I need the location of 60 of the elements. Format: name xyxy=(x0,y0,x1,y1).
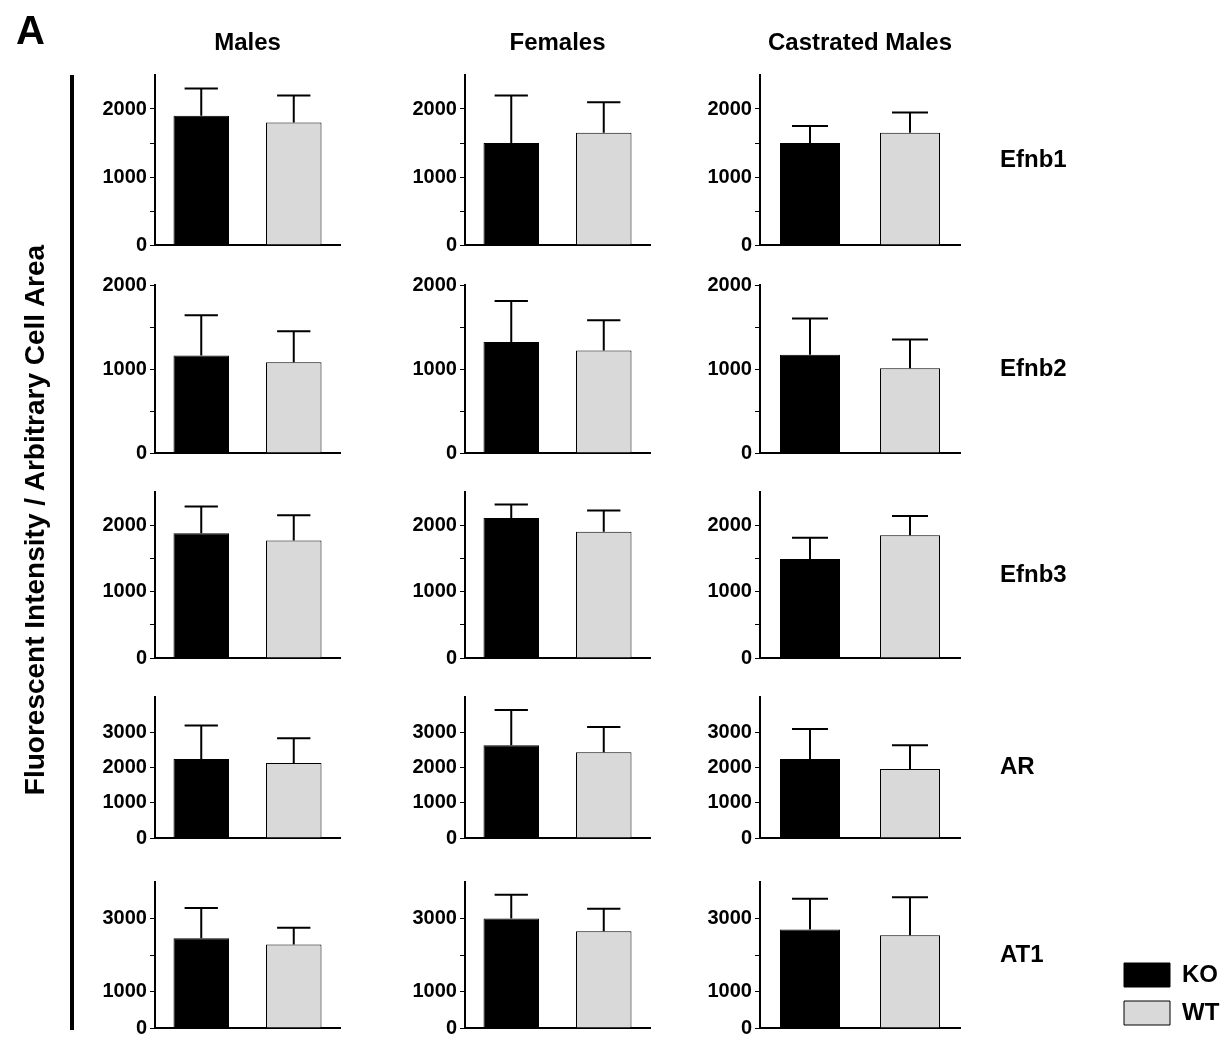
y-tick-label: 2000 xyxy=(707,272,752,295)
y-tick-label: 1000 xyxy=(707,979,752,1002)
y-tick-label: 0 xyxy=(445,232,457,255)
y-tick-label: 3000 xyxy=(412,906,457,929)
chart-title: Females xyxy=(509,28,606,56)
y-tick-label: 1000 xyxy=(412,356,457,379)
text: AT1 xyxy=(1000,939,1044,968)
text: Efnb1 xyxy=(1000,144,1067,173)
y-tick-label: 0 xyxy=(445,440,457,463)
y-tick-label: 2000 xyxy=(707,755,752,778)
y-tick-label: 1000 xyxy=(102,356,147,379)
y-tick-label: 0 xyxy=(135,1015,147,1038)
text: A xyxy=(16,8,45,53)
y-tick-label: 1000 xyxy=(707,356,752,379)
chart-title: Males xyxy=(214,28,281,56)
y-tick-label: 3000 xyxy=(707,906,752,929)
y-tick-label: 1000 xyxy=(707,790,752,813)
y-tick-label: 1000 xyxy=(412,979,457,1002)
y-tick-label: 3000 xyxy=(102,906,147,929)
y-tick-label: 0 xyxy=(445,825,457,848)
y-tick-label: 2000 xyxy=(102,96,147,119)
y-tick-label: 1000 xyxy=(412,579,457,602)
y-tick-label: 2000 xyxy=(412,272,457,295)
y-tick-label: 1000 xyxy=(102,164,147,187)
legend-label: WT xyxy=(1182,997,1220,1025)
y-tick-label: 0 xyxy=(445,645,457,668)
y-tick-label: 3000 xyxy=(412,719,457,742)
y-tick-label: 0 xyxy=(740,645,752,668)
text: AR xyxy=(1000,752,1035,780)
y-tick-label: 2000 xyxy=(412,512,457,535)
y-tick-label: 1000 xyxy=(707,164,752,187)
y-tick-label: 3000 xyxy=(707,719,752,742)
y-tick-label: 1000 xyxy=(102,790,147,813)
y-tick-label: 0 xyxy=(740,825,752,848)
y-tick-label: 0 xyxy=(135,232,147,255)
y-tick-label: 2000 xyxy=(102,512,147,535)
y-tick-label: 0 xyxy=(740,440,752,463)
y-tick-label: 0 xyxy=(740,232,752,255)
y-tick-label: 1000 xyxy=(707,579,752,602)
y-tick-label: 2000 xyxy=(102,755,147,778)
y-tick-label: 1000 xyxy=(102,579,147,602)
y-tick-label: 1000 xyxy=(102,979,147,1002)
chart-title: Castrated Males xyxy=(767,28,953,56)
y-tick-label: 0 xyxy=(445,1015,457,1038)
y-tick-label: 2000 xyxy=(412,755,457,778)
y-tick-label: 2000 xyxy=(412,96,457,119)
legend-label: KO xyxy=(1182,959,1218,987)
y-tick-label: 1000 xyxy=(412,164,457,187)
y-tick-label: 1000 xyxy=(412,790,457,813)
text: Efnb3 xyxy=(1000,559,1067,588)
y-tick-label: 0 xyxy=(135,645,147,668)
y-tick-label: 0 xyxy=(135,440,147,463)
y-tick-label: 3000 xyxy=(102,719,147,742)
y-tick-label: 2000 xyxy=(707,512,752,535)
y-tick-label: 2000 xyxy=(102,272,147,295)
y-tick-label: 0 xyxy=(740,1015,752,1038)
y-axis-title: Fluorescent Intensity / Arbitrary Cell Area xyxy=(19,244,51,796)
y-tick-label: 0 xyxy=(135,825,147,848)
y-tick-label: 2000 xyxy=(707,96,752,119)
text: Efnb2 xyxy=(1000,353,1067,382)
